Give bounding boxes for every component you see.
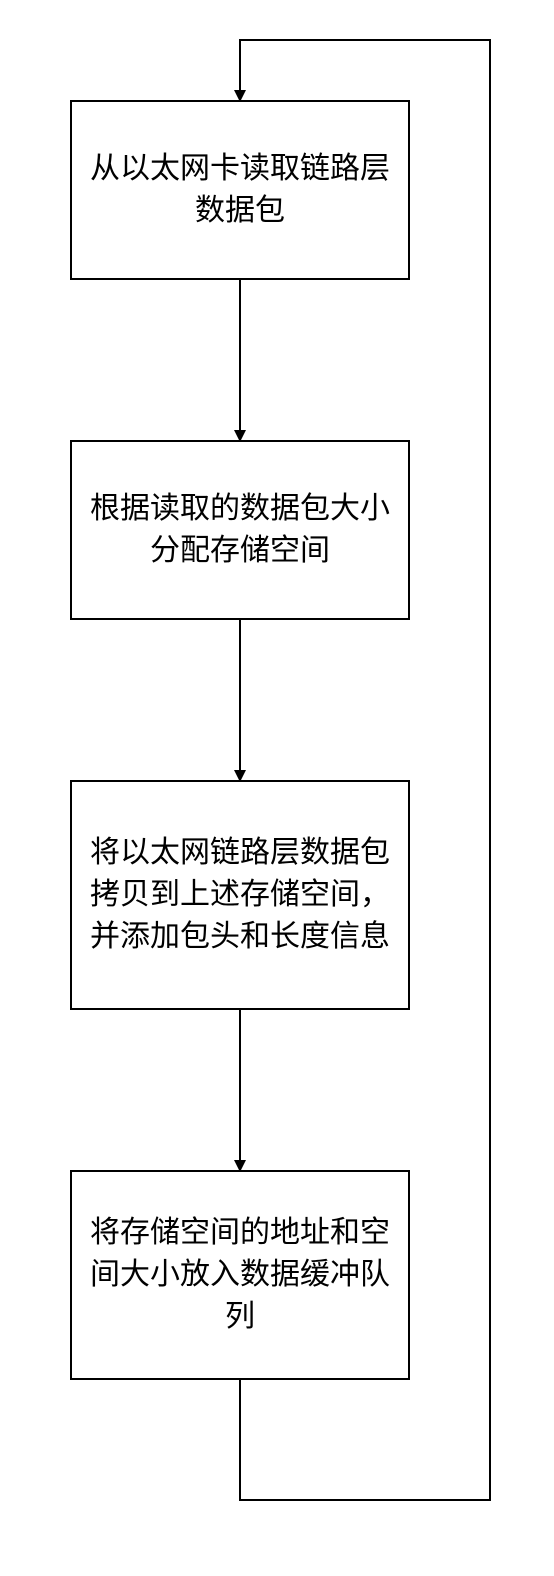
flow-box-text-4: 将存储空间的地址和空间大小放入数据缓冲队列: [82, 1212, 398, 1338]
flow-box-1: 从以太网卡读取链路层数据包: [70, 100, 410, 280]
flow-box-text-1: 从以太网卡读取链路层数据包: [82, 148, 398, 232]
flow-box-text-2: 根据读取的数据包大小分配存储空间: [82, 488, 398, 572]
flow-box-text-3: 将以太网链路层数据包拷贝到上述存储空间，并添加包头和长度信息: [82, 832, 398, 958]
flowchart-canvas: 从以太网卡读取链路层数据包根据读取的数据包大小分配存储空间将以太网链路层数据包拷…: [0, 0, 554, 1576]
flow-box-2: 根据读取的数据包大小分配存储空间: [70, 440, 410, 620]
flow-box-4: 将存储空间的地址和空间大小放入数据缓冲队列: [70, 1170, 410, 1380]
flow-box-3: 将以太网链路层数据包拷贝到上述存储空间，并添加包头和长度信息: [70, 780, 410, 1010]
